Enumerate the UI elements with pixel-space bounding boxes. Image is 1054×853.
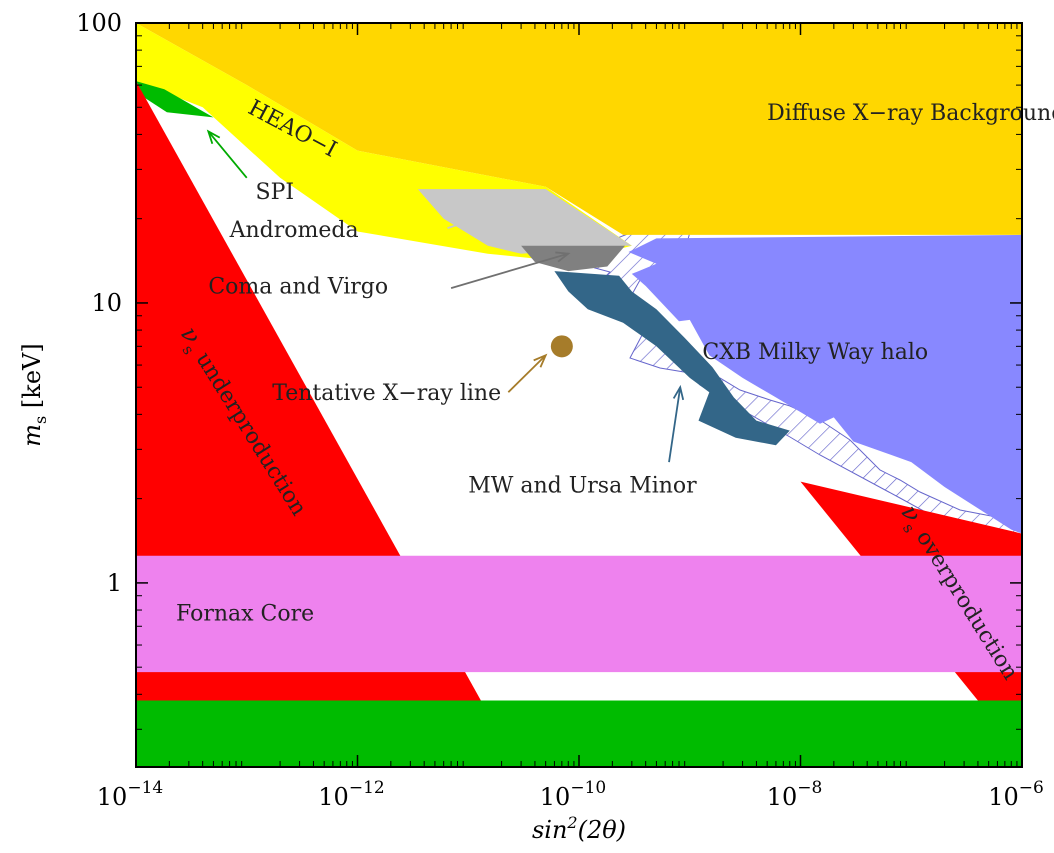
arrow-head-2 [555, 251, 571, 263]
arrow-head-0 [206, 129, 221, 145]
arrow-head-4 [672, 384, 685, 401]
region-spi [136, 81, 214, 118]
y-tick-label-2: 100 [76, 9, 122, 37]
x-tick-label-1: 10−12 [318, 778, 384, 811]
region-mw_ursa [554, 271, 790, 446]
region-under [136, 81, 481, 701]
x-tick-label-0: 10−14 [97, 778, 163, 811]
annotation-4: Coma and Virgo [208, 275, 388, 300]
region-coma [521, 245, 625, 272]
region-fornax [136, 555, 1022, 673]
region-cxb [628, 234, 1022, 534]
annotation-2: SPI [256, 180, 295, 205]
annotation-5: CXB Milky Way halo [702, 340, 928, 365]
annotation-0: Diffuse X−ray Background [767, 101, 1054, 126]
annotation-6: Tentative X−ray line [272, 381, 501, 406]
y-tick-label-0: 1 [107, 569, 122, 597]
region-andromeda [417, 189, 632, 254]
annotation-7: MW and Ursa Minor [468, 474, 697, 499]
tentative-line-point [550, 335, 573, 358]
region-dxb [136, 23, 1022, 235]
arrow-2 [450, 252, 569, 289]
x-tick-label-3: 10−8 [767, 778, 823, 811]
annotation-8: Fornax Core [176, 601, 314, 626]
arrow-head-1 [488, 208, 504, 220]
y-axis-title: ms [keV] [18, 343, 50, 446]
x-axis-title: sin2(2θ) [532, 813, 626, 844]
x-tick-label-2: 10−10 [540, 778, 606, 811]
arrow-3 [507, 354, 547, 393]
annotation-3: Andromeda [229, 218, 359, 243]
arrow-0 [207, 130, 248, 179]
region-tgb [136, 700, 1022, 767]
arrow-head-3 [533, 353, 548, 368]
arrow-1 [447, 209, 502, 230]
arrow-4 [668, 387, 682, 463]
x-tick-label-4: 10−6 [988, 778, 1044, 811]
y-tick-label-1: 10 [91, 289, 122, 317]
